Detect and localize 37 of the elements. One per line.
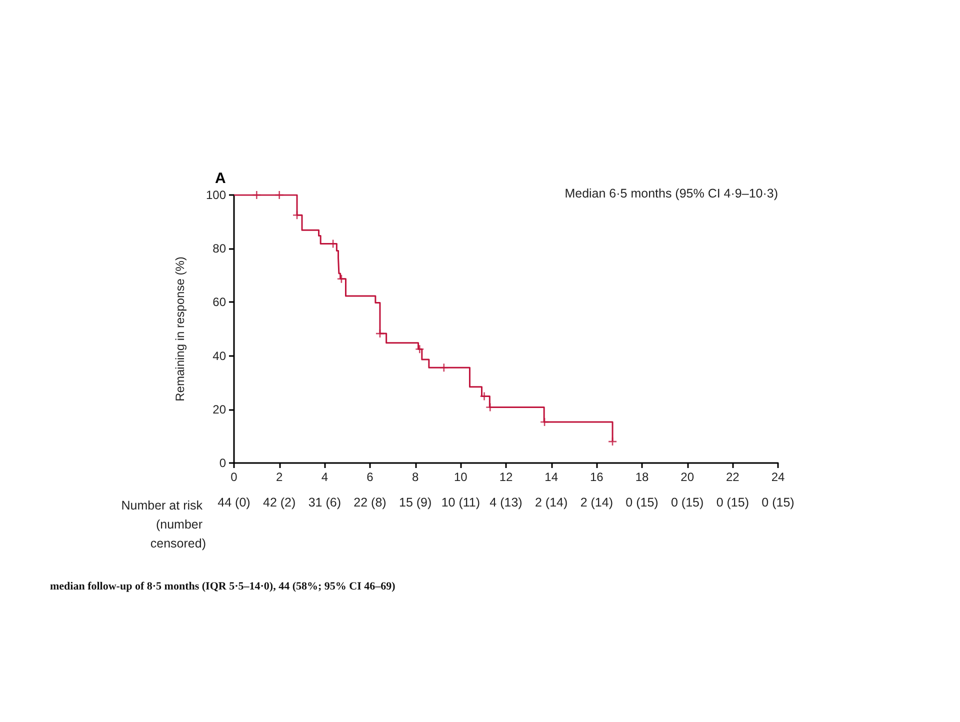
x-tick-label: 20 xyxy=(680,470,694,484)
y-tick-label: 80 xyxy=(212,242,226,256)
x-tick-label: 24 xyxy=(771,470,785,484)
text: 0 (15) xyxy=(671,496,704,510)
x-tick-label: 6 xyxy=(366,470,374,484)
text: 4 (13) xyxy=(490,496,522,510)
x-tick-label: 0 xyxy=(230,470,238,484)
y-tick-label: 60 xyxy=(212,295,226,310)
x-tick-label: 16 xyxy=(590,470,604,484)
text: 31 (6) xyxy=(308,496,341,510)
text: 2 (14) xyxy=(580,496,613,510)
text: 15 (9) xyxy=(399,496,432,510)
y-tick-label: 40 xyxy=(212,348,226,363)
x-tick-label: 18 xyxy=(635,470,649,484)
text: 0 (15) xyxy=(762,496,794,510)
y-tick-label: 0 xyxy=(219,456,226,470)
text: 0 (15) xyxy=(626,496,658,510)
y-tick-label: 100 xyxy=(206,188,226,202)
text: median follow-up of 8·5 months (IQR 5·5–14·0), 44 (58%; 95% CI 46–69) xyxy=(50,580,396,592)
text: 44 (0) xyxy=(218,496,250,510)
text: 10 (11) xyxy=(441,496,480,510)
annotation: Median 6·5 months (95% CI 4·9–10·3) xyxy=(564,186,778,200)
x-tick-label: 22 xyxy=(726,470,740,484)
text: 22 (8) xyxy=(354,496,386,510)
text: 42 (2) xyxy=(263,496,296,510)
x-tick-label: 14 xyxy=(544,470,558,484)
x-tick-label: 4 xyxy=(321,470,328,484)
x-tick-label: 8 xyxy=(412,470,419,484)
x-tick-label: 12 xyxy=(499,470,513,484)
text: 2 (14) xyxy=(535,496,568,510)
x-tick-label: 2 xyxy=(276,470,283,484)
y-axis-title: Remaining in response (%) xyxy=(173,256,187,402)
y-tick-label: 20 xyxy=(212,402,226,416)
text: 0 (15) xyxy=(716,496,749,510)
chart-title: A xyxy=(215,170,226,187)
text: Number at risk (number censored) xyxy=(121,498,206,550)
x-tick-label: 10 xyxy=(454,470,468,484)
